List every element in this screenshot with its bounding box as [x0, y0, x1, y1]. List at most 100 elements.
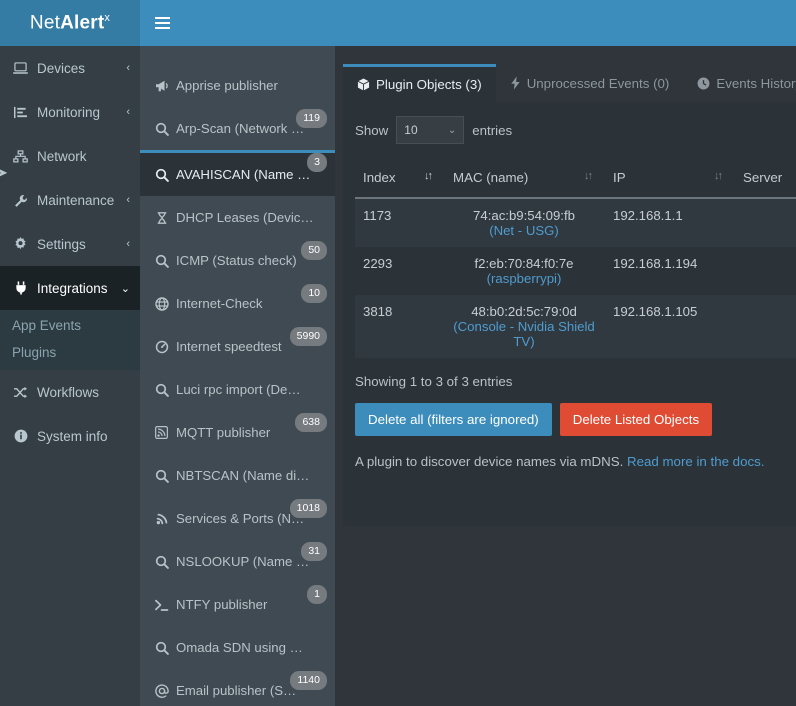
delete-all-button[interactable]: Delete all (filters are ignored) [355, 403, 552, 436]
device-name-link[interactable]: (Net - USG) [489, 223, 559, 238]
plugin-list-item[interactable]: Services & Ports (N… 1018 [140, 497, 335, 540]
plugin-list-item[interactable]: Arp-Scan (Network … 119 [140, 107, 335, 150]
plugin-list-item[interactable]: Internet speedtest 5990 [140, 325, 335, 368]
chevron-left-icon: ‹ [126, 194, 130, 206]
sidebar-subitem-app-events[interactable]: App Events [0, 312, 140, 339]
table-column-header[interactable]: Server↓↑ [735, 160, 796, 199]
at-icon [154, 683, 169, 698]
table-row[interactable]: 3818 48:b0:2d:5c:79:0d (Console - Nvidia S… [355, 295, 796, 358]
cell-ip: 192.168.1.105 [613, 304, 698, 319]
tab-label: Unprocessed Events (0) [526, 75, 670, 91]
sidebar-item-label: Integrations [37, 280, 108, 296]
sidebar-item-monitoring[interactable]: Monitoring ‹ [0, 90, 140, 134]
plugin-count-badge: 1 [307, 585, 327, 604]
plugin-list-item[interactable]: Email publisher (S… 1140 [140, 669, 335, 706]
sidebar-item-network[interactable]: Network [0, 134, 140, 178]
cell-ip: 192.168.1.1 [613, 208, 683, 223]
table-column-header[interactable]: MAC (name) ↓↑ [445, 160, 605, 199]
sidebar-item-devices[interactable]: Devices ‹ [0, 46, 140, 90]
sidebar-item-workflows[interactable]: Workflows [0, 370, 140, 414]
burger-line [154, 27, 170, 29]
plugin-list-item[interactable]: ICMP (Status check) 50 [140, 239, 335, 282]
plugin-list-item[interactable]: MQTT publisher 638 [140, 411, 335, 454]
plugin-list[interactable]: Apprise publisher Arp-Scan (Network … 119 A… [140, 46, 335, 706]
sidebar-item-integrations[interactable]: Integrations ⌄ [0, 266, 140, 310]
plugin-list-item[interactable]: Apprise publisher [140, 64, 335, 107]
clock-icon [697, 77, 710, 90]
broadcast-icon [154, 512, 169, 526]
plugin-list-item-label: Luci rpc import (De… [176, 382, 301, 397]
device-name-link[interactable]: (Console - Nvidia Shield TV) [453, 319, 595, 349]
search-icon [154, 122, 169, 136]
globe-icon [154, 296, 169, 311]
cell-server [735, 198, 796, 247]
sidebar-subitem-label: Plugins [12, 345, 57, 360]
cell-server [735, 295, 796, 358]
plugin-list-item[interactable]: Omada SDN using … [140, 626, 335, 669]
cell-server [735, 247, 796, 295]
search-icon [154, 641, 169, 655]
docs-link[interactable]: Read more in the docs. [626, 454, 765, 469]
search-icon [154, 383, 169, 397]
plugin-description-text: A plugin to discover device names via mD… [355, 454, 624, 469]
mac-address: 48:b0:2d:5c:79:0d [471, 304, 577, 319]
chevron-left-icon: ‹ [126, 62, 130, 74]
rocket-icon: ➤ [0, 165, 8, 180]
bolt-icon [510, 76, 521, 90]
plugin-list-item[interactable]: DHCP Leases (Devic… [140, 196, 335, 239]
burger-line [154, 22, 170, 24]
plugin-count-badge: 119 [296, 109, 327, 128]
burger-line [154, 17, 170, 19]
table-row[interactable]: 2293 f2:eb:70:84:f0:7e (raspberrypi) 192.16… [355, 247, 796, 295]
chart-bar-icon [12, 106, 29, 119]
table-row[interactable]: 1173 74:ac:b9:54:09:fb (Net - USG) 192.168.… [355, 198, 796, 247]
plugin-count-badge: 5990 [289, 327, 327, 346]
sidebar-item-label: Devices [37, 60, 86, 76]
plugin-list-item[interactable]: NTFY publisher 1 [140, 583, 335, 626]
tab-events-history[interactable]: Events History (6) [683, 64, 796, 102]
terminal-icon [154, 598, 169, 612]
plugin-list-item[interactable]: NSLOOKUP (Name … 31 [140, 540, 335, 583]
table-column-header[interactable]: IP ↓↑ [605, 160, 735, 199]
device-name-link[interactable]: (raspberrypi) [486, 271, 562, 286]
sort-icon: ↓↑ [714, 170, 723, 182]
laptop-icon [12, 61, 29, 75]
bullhorn-icon [154, 79, 169, 93]
table-info: Showing 1 to 3 of 3 entries [355, 374, 513, 389]
cell-mac: 74:ac:b9:54:09:fb (Net - USG) [445, 198, 605, 247]
plugin-description: A plugin to discover device names via mD… [355, 454, 796, 469]
sidebar-subitem-label: App Events [12, 318, 82, 333]
tab-label: Plugin Objects (3) [376, 77, 482, 92]
logo-text-light: Net [29, 12, 61, 34]
delete-listed-button[interactable]: Delete Listed Objects [559, 403, 713, 436]
plugin-list-item[interactable]: AVAHISCAN (Name … 3 [140, 150, 335, 196]
plugin-list-item-label: DHCP Leases (Devic… [176, 210, 314, 225]
page-length-value: 10 [404, 123, 418, 137]
table-body: 1173 74:ac:b9:54:09:fb (Net - USG) 192.168.… [355, 198, 796, 358]
plugin-list-item[interactable]: Internet-Check 10 [140, 282, 335, 325]
search-icon [154, 168, 169, 182]
plugin-count-badge: 1018 [289, 499, 327, 518]
table-column-label: IP [613, 170, 626, 185]
shuffle-icon [12, 386, 29, 399]
page-length-select[interactable]: 10 ⌄ [396, 116, 465, 144]
menu-toggle-icon[interactable] [140, 0, 184, 46]
table-column-header[interactable]: Index ↓↑ [355, 160, 445, 199]
mac-address: 74:ac:b9:54:09:fb [473, 208, 575, 223]
app-logo[interactable]: NetAlertx [0, 0, 140, 46]
main-sidebar: Devices ‹ Monitoring ‹ Network ➤ [0, 46, 140, 706]
search-icon [154, 254, 169, 268]
main-content: Plugin Objects (3) Unprocessed Events (0… [335, 46, 796, 706]
sidebar-subitem-plugins[interactable]: Plugins [0, 339, 140, 366]
plugin-list-item-label: NBTSCAN (Name di… [176, 468, 310, 483]
tab-unprocessed-events[interactable]: Unprocessed Events (0) [496, 64, 684, 102]
plug-icon [12, 281, 29, 295]
plugin-list-item[interactable]: Luci rpc import (De… [140, 368, 335, 411]
sidebar-item-maintenance[interactable]: ➤ Maintenance ‹ [0, 166, 140, 222]
plugin-list-item[interactable]: NBTSCAN (Name di… [140, 454, 335, 497]
sidebar-item-system-info[interactable]: System info [0, 414, 140, 458]
tab-plugin-objects[interactable]: Plugin Objects (3) [343, 64, 496, 102]
sidebar-item-settings[interactable]: Settings ‹ [0, 222, 140, 266]
plugin-count-badge: 1140 [290, 671, 327, 690]
sidebar-item-label: Monitoring [37, 104, 101, 120]
